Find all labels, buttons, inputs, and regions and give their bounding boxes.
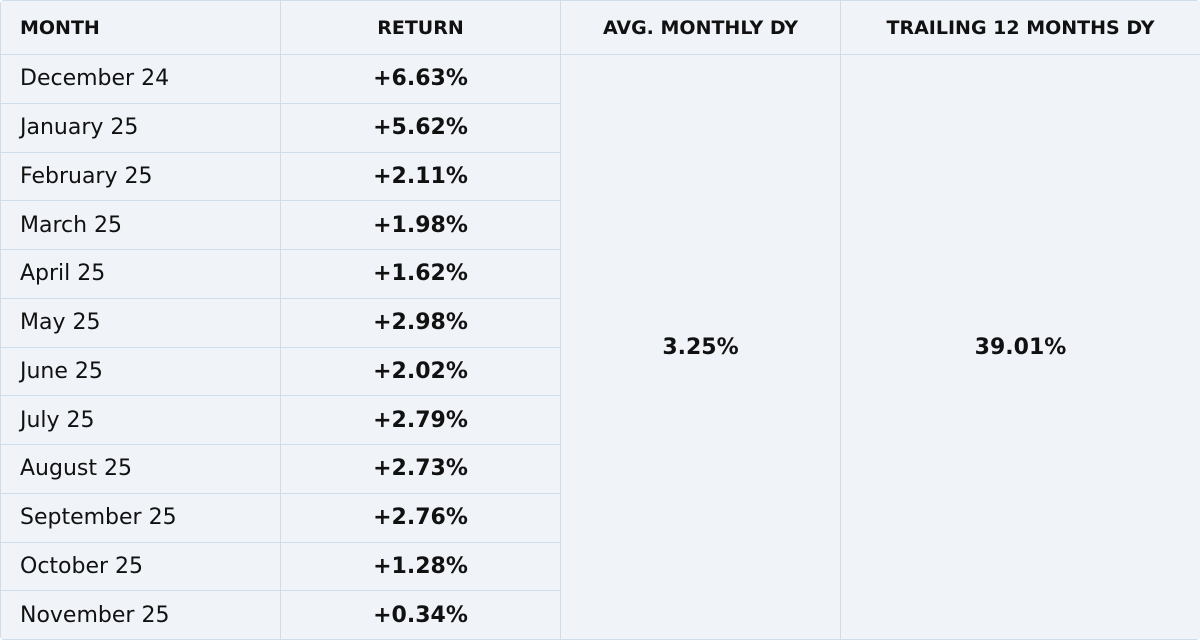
month-cell: April 25	[1, 250, 280, 298]
return-cell: +1.28%	[281, 542, 560, 591]
return-cell: +2.11%	[281, 152, 560, 201]
return-cell: +2.79%	[281, 396, 560, 444]
column-header: AVG. MONTHLY DY	[561, 1, 840, 54]
month-cell: March 25	[1, 201, 280, 249]
column-header: RETURN	[281, 1, 560, 54]
return-cell: +1.98%	[281, 201, 560, 249]
return-cell: +0.34%	[281, 591, 560, 639]
month-cell: October 25	[1, 542, 280, 591]
month-cell: September 25	[1, 493, 280, 542]
month-cell: November 25	[1, 591, 280, 639]
month-cell: June 25	[1, 347, 280, 396]
summary-cell: 3.25%	[561, 55, 840, 639]
month-cell: December 24	[1, 55, 280, 103]
return-cell: +2.02%	[281, 347, 560, 396]
return-cell: +2.76%	[281, 493, 560, 542]
return-cell: +6.63%	[281, 55, 560, 103]
return-cell: +2.73%	[281, 445, 560, 493]
month-cell: July 25	[1, 396, 280, 444]
return-cell: +1.62%	[281, 250, 560, 298]
return-cell: +5.62%	[281, 103, 560, 152]
return-cell: +2.98%	[281, 298, 560, 347]
month-cell: May 25	[1, 298, 280, 347]
month-cell: August 25	[1, 445, 280, 493]
month-cell: January 25	[1, 103, 280, 152]
column-header: TRAILING 12 MONTHS DY	[841, 1, 1200, 54]
column-header: MONTH	[1, 1, 280, 54]
month-cell: February 25	[1, 152, 280, 201]
summary-cell: 39.01%	[841, 55, 1200, 639]
